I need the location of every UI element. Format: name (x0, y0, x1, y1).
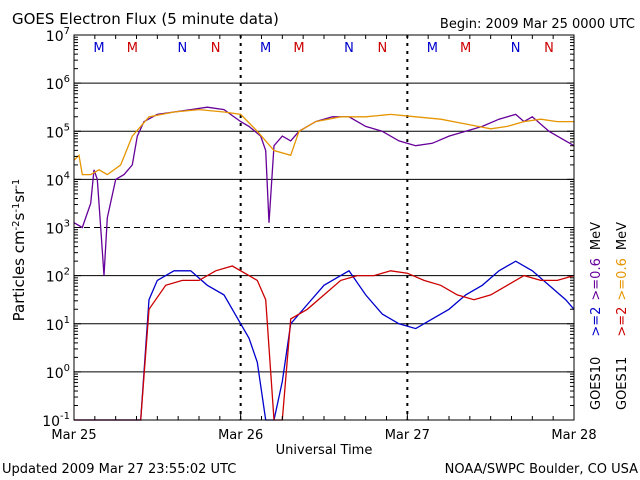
y-tick-label: 106 (46, 74, 70, 93)
plot-grid (74, 35, 574, 420)
orbit-marker: M (460, 41, 471, 56)
y-tick-label: 101 (46, 315, 70, 334)
legend-entry: GOES10>=2>=0.6MeV (589, 222, 604, 410)
x-tick-label: Mar 28 (551, 428, 596, 443)
x-tick-label: Mar 26 (218, 428, 263, 443)
y-tick-label: 104 (46, 170, 70, 189)
orbit-marker: N (344, 41, 354, 56)
y-tick-label: 105 (46, 122, 70, 141)
orbit-marker: N (544, 41, 554, 56)
legend-column: GOES11>=2>=0.6MeV (615, 222, 630, 410)
series-line (74, 260, 575, 421)
legend-column: GOES10>=2>=0.6MeV (589, 222, 604, 410)
legend: GOES10>=2>=0.6MeV GOES11>=2>=0.6MeV (589, 222, 630, 410)
y-tick-label: 10-1 (42, 411, 70, 430)
series-line (74, 265, 575, 421)
axes: 10-1 100 101 102 103 104 105 106 107 Mar 25 Mar 26… (42, 26, 596, 443)
updated-timestamp: Updated 2009 Mar 27 23:55:02 UTC (2, 462, 236, 477)
y-tick-label: 103 (46, 219, 70, 238)
orbit-marker: M (127, 41, 138, 56)
y-tick-label: 102 (46, 267, 70, 286)
credit-text: NOAA/SWPC Boulder, CO USA (445, 462, 638, 477)
x-tick-label: Mar 27 (385, 428, 430, 443)
orbit-marker: M (427, 41, 438, 56)
series-line (73, 108, 574, 176)
orbit-marker: M (93, 41, 104, 56)
orbit-marker: N (377, 41, 387, 56)
series-line (73, 106, 575, 276)
begin-time: Begin: 2009 Mar 25 0000 UTC (440, 17, 635, 32)
series-group (73, 106, 575, 421)
y-axis-label: Particles cm-2s-1sr-1 (10, 179, 28, 322)
y-tick-label: 107 (46, 26, 70, 45)
x-axis-label: Universal Time (276, 443, 373, 458)
orbit-marker: N (511, 41, 521, 56)
orbit-marker: N (177, 41, 187, 56)
y-tick-label: 100 (46, 363, 70, 382)
legend-entry: GOES11>=2>=0.6MeV (615, 222, 630, 410)
chart-title: GOES Electron Flux (5 minute data) (12, 10, 279, 28)
orbit-marker: N (211, 41, 221, 56)
orbit-marker: M (260, 41, 271, 56)
x-tick-label: Mar 25 (51, 428, 96, 443)
orbit-marker: M (293, 41, 304, 56)
